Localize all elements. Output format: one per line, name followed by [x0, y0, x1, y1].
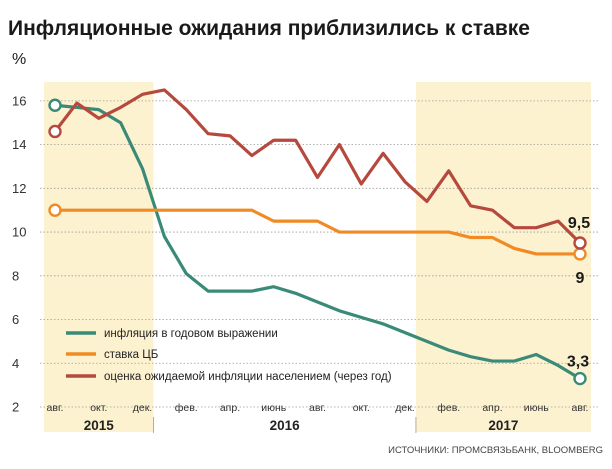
- legend-label-inflation: инфляция в годовом выражении: [104, 328, 278, 340]
- y-tick-label-16: 16: [12, 93, 26, 108]
- y-tick-label-4: 4: [12, 356, 19, 371]
- y-tick-label-10: 10: [12, 225, 26, 240]
- highlight-band-0: [44, 82, 154, 432]
- x-tick-label-11: июнь: [524, 402, 550, 414]
- end-label-cb-rate: 9: [576, 270, 585, 287]
- y-tick-label-12: 12: [12, 181, 26, 196]
- year-labels: 2015 2016 2017: [84, 417, 518, 433]
- x-tick-label-6: авг.: [309, 402, 326, 414]
- end-marker-expectations: [573, 236, 587, 250]
- legend: инфляция в годовом выражении ставка ЦБ о…: [66, 328, 392, 383]
- y-tick-label-8: 8: [12, 268, 19, 283]
- x-tick-label-5: июнь: [261, 402, 287, 414]
- end-label-inflation: 3,3: [567, 354, 589, 371]
- y-tick-label-14: 14: [12, 137, 26, 152]
- series-line-inflation: [53, 103, 582, 381]
- x-tick-label-12: авг.: [572, 402, 589, 414]
- series-line-cb-rate: [53, 208, 582, 256]
- year-label-2015: 2015: [84, 418, 115, 433]
- x-tick-label-1: окт.: [90, 402, 107, 414]
- end-marker-cb-rate: [573, 247, 587, 261]
- grid-lines: [40, 100, 600, 408]
- x-tick-label-7: окт.: [353, 402, 370, 414]
- y-tick-label-2: 2: [12, 400, 19, 415]
- y-axis-ticks: 2 4 6 8 10 12 14 16: [12, 93, 26, 414]
- legend-label-expectations: оценка ожидаемой инфляции населением (че…: [104, 371, 392, 383]
- x-tick-label-4: апр.: [220, 402, 240, 414]
- x-axis-ticks: авг. окт. дек. фев. апр. июнь авг. окт. дек. фев.…: [47, 402, 589, 414]
- unit-label: %: [12, 51, 26, 68]
- start-marker-inflation: [48, 98, 62, 112]
- year-label-2016: 2016: [270, 418, 301, 433]
- series-lines: [53, 88, 582, 381]
- x-tick-label-3: фев.: [175, 402, 198, 414]
- y-tick-label-6: 6: [12, 312, 19, 327]
- x-tick-label-9: фев.: [437, 402, 460, 414]
- x-tick-label-8: дек.: [395, 402, 414, 414]
- x-tick-label-10: апр.: [482, 402, 502, 414]
- highlight-band-1: [415, 82, 591, 432]
- x-tick-label-2: дек.: [133, 402, 152, 414]
- year-label-2017: 2017: [488, 418, 518, 433]
- x-tick-label-0: авг.: [47, 402, 64, 414]
- end-value-labels: 3,3 9 9,5: [567, 215, 590, 371]
- end-label-expectations: 9,5: [568, 215, 590, 232]
- chart-title: Инфляционные ожидания приблизились к ста…: [8, 17, 530, 40]
- source-note: ИСТОЧНИКИ: ПРОМСВЯЗЬБАНК, BLOOMBERG: [388, 445, 603, 456]
- legend-label-cb-rate: ставка ЦБ: [104, 349, 158, 361]
- start-marker-cb-rate: [48, 203, 62, 217]
- highlight-bands: [44, 82, 591, 432]
- end-marker-inflation: [573, 371, 587, 386]
- start-marker-expectations: [48, 124, 62, 139]
- end-markers: [48, 98, 587, 386]
- series-line-expectations: [53, 88, 582, 245]
